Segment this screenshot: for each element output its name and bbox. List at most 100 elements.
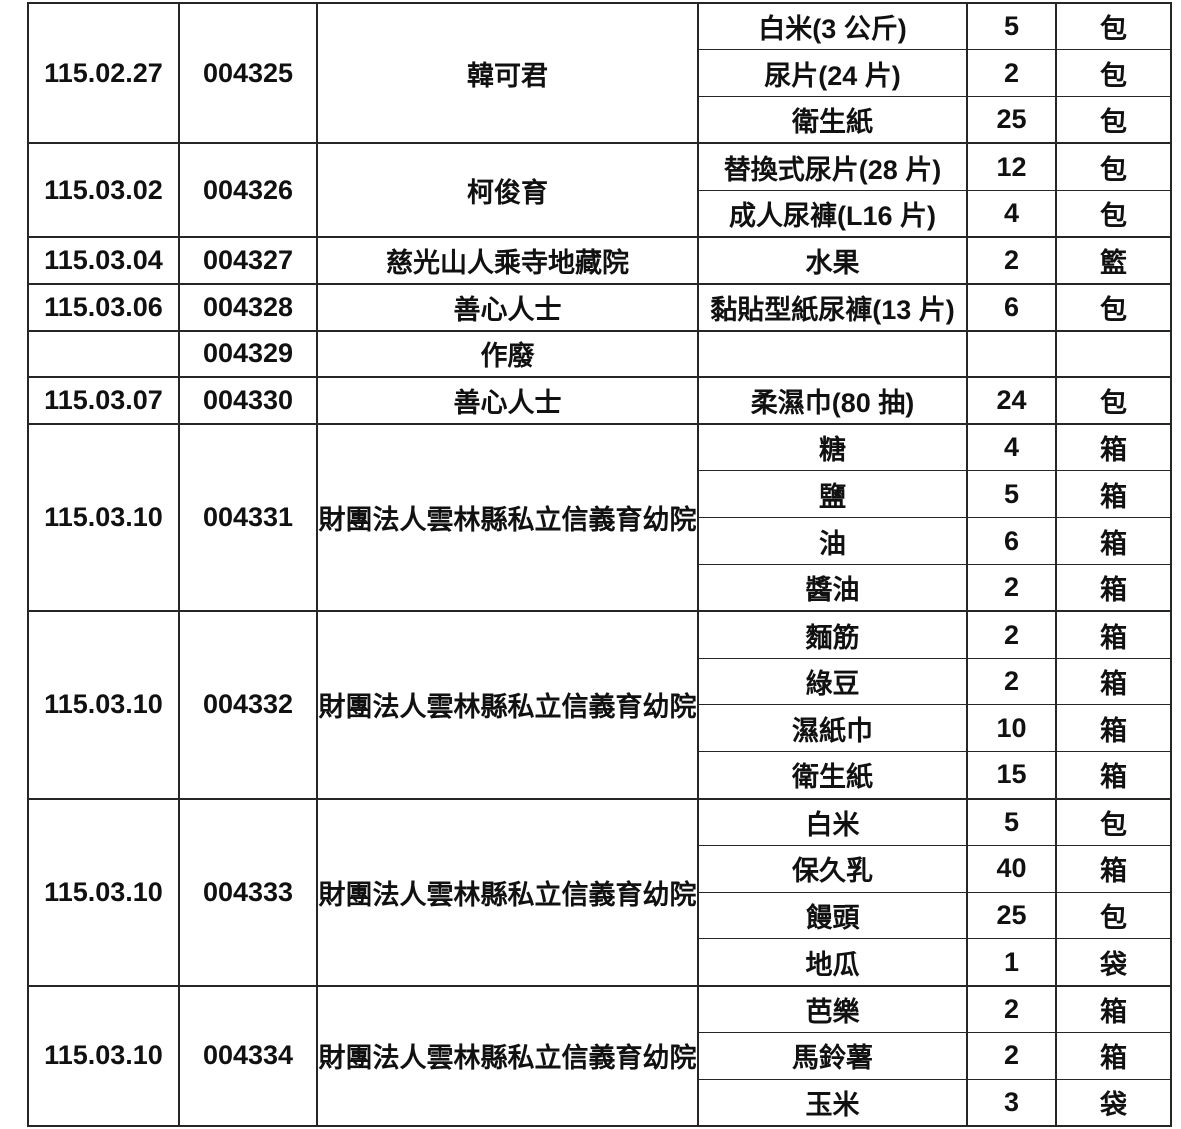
unit-cell [1055,329,1172,378]
qty-cell: 15 [966,751,1057,800]
item-name-cell: 衛生紙 [697,96,968,144]
qty-cell: 25 [966,96,1057,144]
date-cell [27,329,180,378]
unit-cell: 箱 [1055,423,1172,472]
date-cell: 115.03.07 [27,376,180,425]
qty-cell: 3 [966,1078,1057,1127]
table-row: 醬油 2 箱 [28,564,1172,612]
qty-cell: 2 [966,1032,1057,1080]
item-name-cell: 鹽 [697,470,968,519]
item-name-cell: 柔濕巾(80 抽) [697,376,968,425]
qty-cell: 1 [966,938,1057,987]
donor-cell: 韓可君 [316,1,699,144]
qty-cell: 24 [966,376,1057,425]
table-row: 115.03.06 004328 善心人士 黏貼型紙尿褲(13 片) 6 包 [27,282,1172,332]
item-name-cell: 地瓜 [697,938,968,987]
date-cell: 115.03.02 [27,142,180,238]
serial-cell: 004331 [178,423,318,612]
unit-cell: 包 [1055,49,1172,98]
item-name-cell: 黏貼型紙尿褲(13 片) [697,282,968,332]
item-name-cell: 醬油 [697,564,968,612]
donor-cell: 善心人士 [316,376,699,425]
table-row: 成人尿褲(L16 片) 4 包 [28,189,1172,238]
donor-cell: 作廢 [316,329,699,378]
item-name-cell: 馬鈴薯 [697,1032,968,1080]
item-name-cell: 玉米 [697,1078,968,1127]
item-name-cell: 白米(3 公斤) [697,2,968,51]
unit-cell: 袋 [1055,938,1172,987]
qty-cell: 25 [966,891,1057,940]
table-row: 115.03.07 004330 善心人士 柔濕巾(80 抽) 24 包 [27,376,1172,425]
serial-cell: 004330 [178,376,318,425]
unit-cell: 包 [1055,797,1172,846]
item-name-cell: 白米 [697,797,968,846]
donor-cell: 慈光山人乘寺地藏院 [316,235,699,285]
item-name-cell: 芭樂 [697,984,968,1034]
serial-cell: 004326 [178,142,318,238]
donor-cell: 財團法人雲林縣私立信義育幼院 [316,984,699,1127]
table-row: 地瓜 1 袋 [28,938,1172,987]
table-row: 綠豆 2 箱 [28,657,1172,706]
donor-cell: 柯俊育 [316,142,699,238]
qty-cell: 2 [966,610,1057,659]
date-cell: 115.03.06 [27,282,180,332]
qty-cell: 2 [966,49,1057,98]
date-cell: 115.02.27 [27,1,180,144]
item-name-cell: 保久乳 [697,844,968,893]
unit-cell: 箱 [1055,984,1172,1034]
qty-cell: 5 [966,470,1057,519]
table-row: 衛生紙 15 箱 [28,751,1172,800]
qty-cell: 10 [966,704,1057,753]
qty-cell: 6 [966,282,1057,332]
table-row: 004329 作廢 [27,329,1172,378]
date-cell: 115.03.10 [27,984,180,1127]
item-name-cell: 綠豆 [697,657,968,706]
item-name-cell: 尿片(24 片) [697,49,968,98]
item-name-cell: 替換式尿片(28 片) [697,142,968,191]
donor-cell: 財團法人雲林縣私立信義育幼院 [316,797,699,987]
unit-cell: 包 [1055,142,1172,191]
qty-cell: 4 [966,189,1057,238]
table-row: 饅頭 25 包 [28,891,1172,940]
unit-cell: 箱 [1055,564,1172,612]
item-name-cell: 衛生紙 [697,751,968,800]
serial-cell: 004327 [178,235,318,285]
unit-cell: 包 [1055,376,1172,425]
donation-table-body: 115.02.27 004325 韓可君 白米(3 公斤) 5 包尿片(24 片) 2 包衛生… [27,1,1172,1127]
serial-cell: 004325 [178,1,318,144]
serial-cell: 004328 [178,282,318,332]
donor-cell: 財團法人雲林縣私立信義育幼院 [316,610,699,800]
qty-cell: 2 [966,235,1057,285]
unit-cell: 包 [1055,189,1172,238]
unit-cell: 箱 [1055,517,1172,566]
unit-cell: 包 [1055,2,1172,51]
item-name-cell: 麵筋 [697,610,968,659]
serial-cell: 004329 [178,329,318,378]
unit-cell: 箱 [1055,657,1172,706]
unit-cell: 箱 [1055,751,1172,800]
table-row: 馬鈴薯 2 箱 [28,1032,1172,1080]
item-name-cell: 糖 [697,423,968,472]
item-name-cell: 油 [697,517,968,566]
table-row: 玉米 3 袋 [28,1078,1172,1127]
qty-cell [966,329,1057,378]
unit-cell: 箱 [1055,610,1172,659]
qty-cell: 6 [966,517,1057,566]
table-row: 衛生紙 25 包 [28,96,1172,144]
table-row: 115.03.02 004326 柯俊育 替換式尿片(28 片) 12 包 [27,142,1172,238]
table-row: 115.03.10 004333 財團法人雲林縣私立信義育幼院 白米 5 包 [27,797,1172,987]
qty-cell: 5 [966,797,1057,846]
date-cell: 115.03.10 [27,610,180,800]
table-row: 115.03.10 004334 財團法人雲林縣私立信義育幼院 芭樂 2 箱 [27,984,1172,1127]
table-row: 115.03.04 004327 慈光山人乘寺地藏院 水果 2 籃 [27,235,1172,285]
unit-cell: 箱 [1055,844,1172,893]
qty-cell: 5 [966,2,1057,51]
unit-cell: 包 [1055,891,1172,940]
date-cell: 115.03.10 [27,797,180,987]
qty-cell: 2 [966,984,1057,1034]
donor-cell: 財團法人雲林縣私立信義育幼院 [316,423,699,612]
donation-table: 115.02.27 004325 韓可君 白米(3 公斤) 5 包尿片(24 片) 2 包衛生… [27,1,1172,1128]
